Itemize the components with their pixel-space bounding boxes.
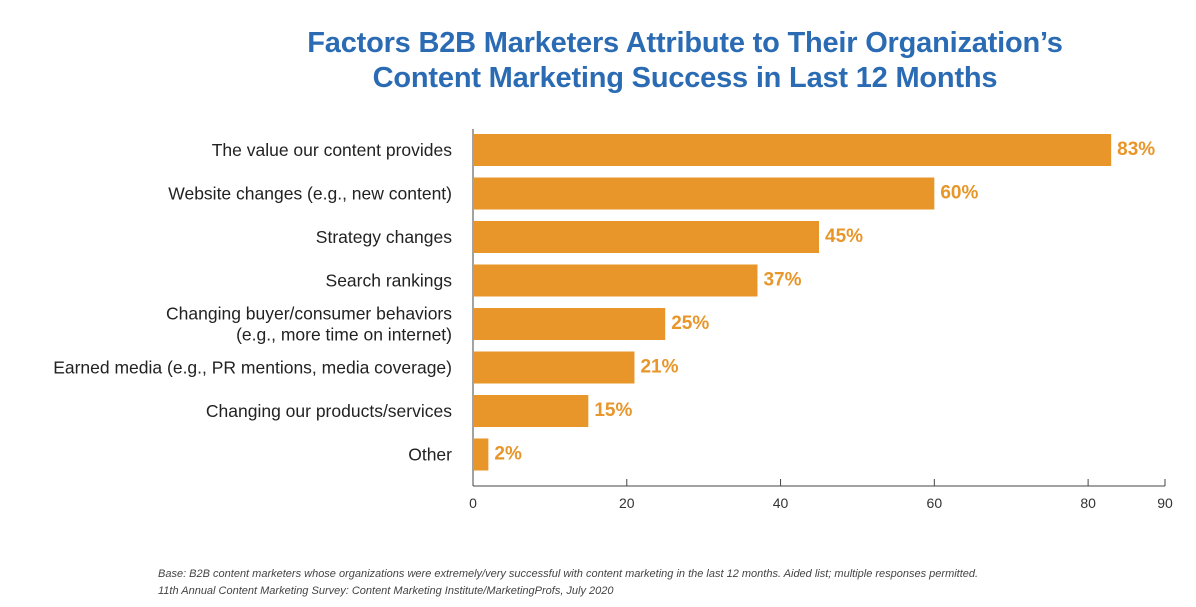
footnote-source: 11th Annual Content Marketing Survey: Co… [158,585,614,597]
bar [474,438,489,471]
value-label: 21% [640,357,678,378]
category-label: The value our content provides [212,140,453,160]
value-label: 37% [763,270,801,291]
bar [474,395,589,427]
category-label: Other [408,445,452,465]
bar [474,308,666,340]
x-tick-label: 60 [927,495,943,511]
category-label: Search rankings [326,271,453,291]
footnote: Base: B2B content marketers whose organi… [158,566,978,600]
bar [474,221,819,253]
footnote-base: Base: B2B content marketers whose organi… [158,568,979,580]
value-label: 60% [940,183,978,204]
category-label: Strategy changes [316,227,452,247]
value-label: 15% [594,400,632,421]
value-label: 25% [671,313,709,334]
category-label: Earned media (e.g., PR mentions, media c… [53,358,452,378]
x-tick-label: 40 [773,495,789,511]
category-label: Changing buyer/consumer behaviors [166,304,452,324]
x-tick-label: 90 [1157,495,1173,511]
value-label: 83% [1117,139,1155,160]
chart-title-line-2: Content Marketing Success in Last 12 Mon… [372,62,998,94]
chart-title: Factors B2B Marketers Attribute to Their… [190,26,1180,96]
category-label: Website changes (e.g., new content) [168,184,452,204]
chart-title-line-1: Factors B2B Marketers Attribute to Their… [307,27,1063,59]
x-tick-label: 20 [619,495,635,511]
bar [474,351,635,384]
bar [474,264,758,297]
bar [474,134,1112,166]
category-label: (e.g., more time on internet) [236,325,452,345]
bar [474,177,935,210]
value-label: 2% [494,444,522,465]
category-label: Changing our products/services [206,401,452,421]
x-tick-label: 80 [1080,495,1096,511]
value-label: 45% [825,226,863,247]
x-tick-label: 0 [469,495,477,511]
